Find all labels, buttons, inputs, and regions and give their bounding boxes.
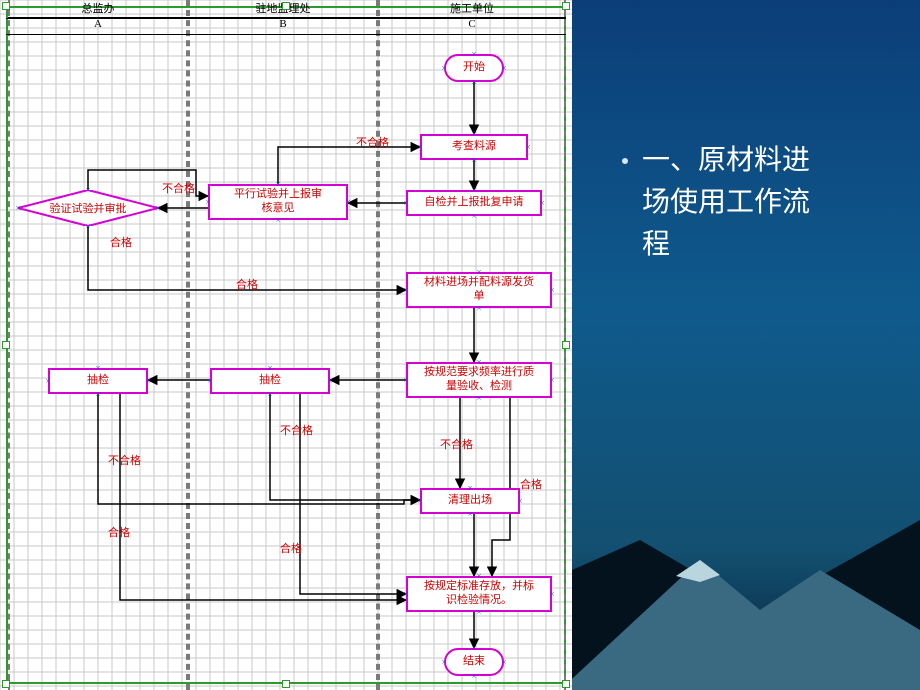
resize-handle[interactable] [2, 2, 10, 10]
resize-handle[interactable] [2, 341, 10, 349]
flowchart-panel: 总监办A驻地监理处B施工单位C 不合格不合格合格合格不合格不合格不合格合格合格合… [0, 0, 572, 690]
process-n9[interactable]: 按规定标准存放，并标识检验情况。 [406, 576, 552, 612]
resize-handle[interactable] [562, 341, 570, 349]
lane-header: 施工单位 [378, 0, 566, 18]
resize-handle[interactable] [282, 2, 290, 10]
process-n7[interactable]: 抽检 [48, 368, 148, 394]
decision-d1[interactable]: 验证试验并审批 [18, 190, 158, 226]
swimlane-B [188, 0, 378, 690]
resize-handle[interactable] [2, 680, 10, 688]
title-line: 程 [642, 224, 902, 266]
lane-letter: C [378, 18, 566, 34]
resize-handle[interactable] [562, 680, 570, 688]
lane-header: 总监办 [8, 0, 188, 18]
title-line: 一、原材料进 [642, 140, 902, 182]
lane-letter: B [188, 18, 378, 34]
slide-title-text: 一、原材料进场使用工作流程 [642, 140, 902, 266]
node-label: 验证试验并审批 [18, 190, 158, 226]
terminator-end[interactable]: 结束 [444, 648, 504, 676]
process-n6[interactable]: 抽检 [210, 368, 330, 394]
swimlane-A [8, 0, 188, 690]
process-n8[interactable]: 清理出场 [420, 488, 520, 514]
title-line: 场使用工作流 [642, 182, 902, 224]
process-n1[interactable]: 考查料源 [420, 134, 528, 160]
process-n3[interactable]: 平行试验并上报审核意见 [208, 184, 348, 220]
process-n2[interactable]: 自检并上报批复申请 [406, 190, 542, 216]
resize-handle[interactable] [282, 680, 290, 688]
terminator-start[interactable]: 开始 [444, 54, 504, 82]
lane-letter: A [8, 18, 188, 34]
bullet-icon [622, 158, 628, 164]
process-n5[interactable]: 按规范要求频率进行质量验收、检测 [406, 362, 552, 398]
process-n4[interactable]: 材料进场并配料源发货单 [406, 272, 552, 308]
resize-handle[interactable] [562, 2, 570, 10]
